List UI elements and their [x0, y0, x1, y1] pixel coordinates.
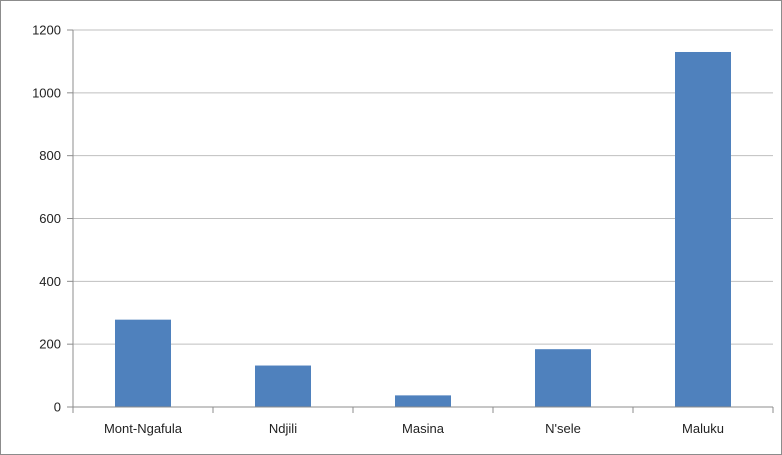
- axes: [67, 29, 774, 413]
- x-tick-label: Mont-Ngafula: [104, 421, 183, 436]
- y-tick-label: 1000: [32, 85, 61, 100]
- bar-maluku: [675, 51, 731, 407]
- x-tick-label: Maluku: [682, 421, 724, 436]
- gridlines: [73, 29, 773, 345]
- x-tick-label: Ndjili: [269, 421, 297, 436]
- y-tick-label: 800: [39, 148, 61, 163]
- bars: [115, 51, 731, 407]
- bar-mont-ngafula: [115, 319, 171, 407]
- bar-masina: [395, 395, 451, 407]
- y-tick-label: 0: [54, 400, 61, 415]
- y-tick-label: 1200: [32, 23, 61, 38]
- x-tick-label: N'sele: [545, 421, 581, 436]
- y-tick-label: 200: [39, 337, 61, 352]
- y-tick-label: 600: [39, 211, 61, 226]
- tick-labels: 0 200 400 600 800 1000 1200 Mont-Ngafula Ndjili M…: [32, 23, 724, 437]
- bar-ndjili: [255, 365, 311, 407]
- bar-n-sele: [535, 349, 591, 407]
- y-tick-label: 400: [39, 274, 61, 289]
- x-tick-label: Masina: [402, 421, 445, 436]
